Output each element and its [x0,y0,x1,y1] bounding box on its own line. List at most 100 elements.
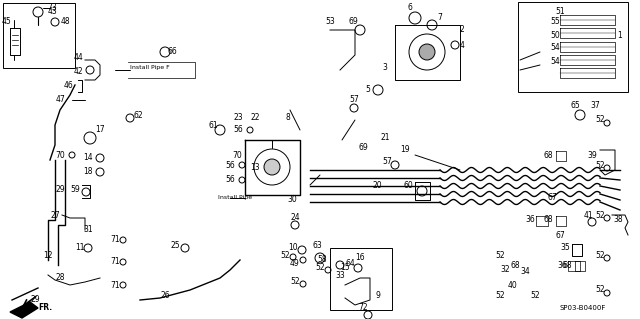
Text: 51: 51 [555,8,565,17]
Text: 68: 68 [543,151,553,160]
Text: 29: 29 [30,295,40,305]
Text: 71: 71 [110,280,120,290]
Text: 52: 52 [280,250,290,259]
Text: 42: 42 [73,68,83,77]
Circle shape [419,44,435,60]
Text: 25: 25 [170,241,180,249]
Text: Install Pipe F: Install Pipe F [130,65,170,70]
Text: 6: 6 [408,4,412,12]
Text: 52: 52 [595,160,605,169]
Text: 31: 31 [83,226,93,234]
Text: 48: 48 [60,18,70,26]
Text: 62: 62 [133,110,143,120]
Text: 3: 3 [383,63,387,72]
Text: 54: 54 [550,57,560,66]
Text: 52: 52 [595,211,605,219]
Text: 52: 52 [595,115,605,124]
Bar [3,3,75,68]
Text: 68: 68 [562,261,572,270]
Text: 22: 22 [250,114,260,122]
Text: SP03-B0400F: SP03-B0400F [560,305,606,311]
Text: 59: 59 [70,186,80,195]
Text: 44: 44 [73,54,83,63]
Text: 57: 57 [382,158,392,167]
Text: 24: 24 [290,213,300,222]
Text: 34: 34 [520,268,530,277]
Text: 8: 8 [285,114,291,122]
Text: 21: 21 [380,133,390,143]
Text: 43: 43 [47,8,57,17]
Text: 56: 56 [225,160,235,169]
Text: 52: 52 [495,291,505,300]
Text: 61: 61 [208,121,218,130]
Text: 70: 70 [55,151,65,160]
Text: 23: 23 [233,114,243,122]
Text: 30: 30 [287,196,297,204]
Text: Install Pipe: Install Pipe [218,196,252,201]
Text: 63: 63 [312,241,322,249]
Text: 36: 36 [525,216,535,225]
Text: 39: 39 [587,151,597,160]
Text: 68: 68 [543,216,553,225]
Text: FR.: FR. [38,303,52,313]
Text: 38: 38 [613,216,623,225]
Text: 52: 52 [315,263,325,272]
Text: 52: 52 [530,291,540,300]
Text: 73: 73 [47,4,57,12]
Text: 46: 46 [63,80,73,90]
Text: 19: 19 [400,145,410,154]
Text: 53: 53 [325,18,335,26]
Text: 2: 2 [460,26,465,34]
Text: 67: 67 [547,194,557,203]
Text: 14: 14 [83,153,93,162]
Text: 52: 52 [290,278,300,286]
Text: 36: 36 [557,261,567,270]
Text: 52: 52 [595,250,605,259]
Text: 33: 33 [335,271,345,279]
Text: 16: 16 [355,254,365,263]
Text: 35: 35 [560,243,570,253]
Text: 45: 45 [1,18,11,26]
Text: 54: 54 [550,43,560,53]
Text: 47: 47 [55,95,65,105]
Text: 11: 11 [76,243,84,253]
Text: 32: 32 [500,265,510,275]
Text: 69: 69 [358,144,368,152]
Text: 18: 18 [83,167,93,176]
Text: 60: 60 [403,181,413,189]
Text: 64: 64 [345,258,355,268]
Text: 56: 56 [233,125,243,135]
Text: 70: 70 [232,151,242,160]
Text: 71: 71 [110,235,120,244]
Text: 15: 15 [340,263,350,272]
Text: 69: 69 [348,18,358,26]
Text: 71: 71 [110,257,120,266]
Text: 1: 1 [618,31,622,40]
Text: 5: 5 [365,85,371,94]
Text: 55: 55 [550,18,560,26]
Text: 12: 12 [44,250,52,259]
Bar [518,2,628,92]
Polygon shape [10,302,38,318]
Text: 9: 9 [376,291,380,300]
Text: 26: 26 [160,291,170,300]
Text: 17: 17 [95,125,105,135]
Text: 67: 67 [555,231,565,240]
Text: 72: 72 [358,303,368,313]
Text: 37: 37 [590,100,600,109]
Text: 56: 56 [225,175,235,184]
Text: 10: 10 [288,243,298,253]
Text: 52: 52 [595,286,605,294]
Text: 57: 57 [349,95,359,105]
Circle shape [264,159,280,175]
Text: 40: 40 [508,280,518,290]
Text: 52: 52 [495,250,505,259]
Text: 20: 20 [372,181,382,189]
Text: 29: 29 [55,186,65,195]
Bar [330,248,392,310]
Text: 65: 65 [570,100,580,109]
Text: 41: 41 [583,211,593,219]
Text: 49: 49 [290,258,300,268]
Text: 4: 4 [460,41,465,49]
Text: 50: 50 [550,31,560,40]
